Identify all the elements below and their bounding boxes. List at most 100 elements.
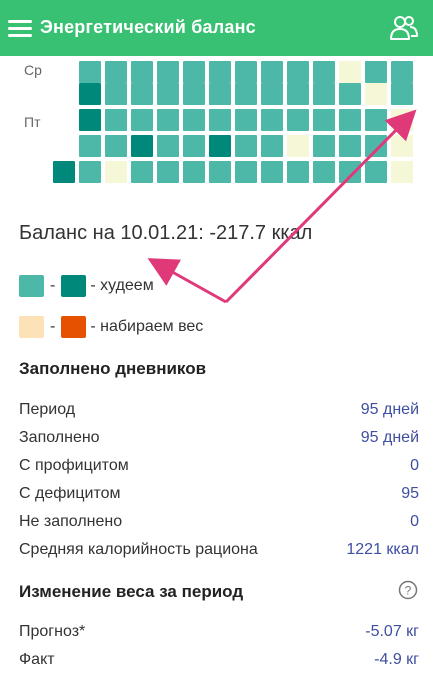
calendar-cell[interactable] [131,161,153,183]
calendar-cell[interactable] [235,83,257,105]
stat-value: 1221 ккал [346,541,419,558]
stat-label: Прогноз* [19,623,86,640]
calendar-cell[interactable] [105,83,127,105]
diaries-section-title: Заполнено дневников [19,359,207,378]
calendar-cell[interactable] [287,161,309,183]
calendar-cell[interactable] [339,83,361,105]
stat-label: Заполнено [19,429,100,446]
calendar-cell[interactable] [261,135,283,157]
calendar-cell[interactable] [183,109,205,131]
calendar-cell[interactable] [235,135,257,157]
stat-label: Не заполнено [19,513,123,530]
stat-value: 0 [410,513,419,530]
calendar-cell[interactable] [313,161,335,183]
calendar-cell[interactable] [391,135,413,157]
calendar-cell[interactable] [339,109,361,131]
calendar-cell[interactable] [209,135,231,157]
calendar-cell[interactable] [209,83,231,105]
calendar-cell[interactable] [287,135,309,157]
stat-value: -4.9 кг [374,651,419,668]
calendar-cell[interactable] [287,83,309,105]
help-icon[interactable]: ? [398,580,418,600]
calendar-cell[interactable] [235,161,257,183]
stat-label: Факт [19,651,55,668]
stat-row: Факт -4.9 кг [19,651,419,673]
stat-label: Средняя калорийность рациона [19,541,258,558]
stat-label: С профицитом [19,457,129,474]
calendar-cell[interactable] [261,109,283,131]
calendar-cell[interactable] [365,135,387,157]
calendar-cell[interactable] [365,109,387,131]
stat-row: Не заполнено 0 [19,513,419,535]
calendar-cell[interactable] [391,83,413,105]
calendar-cell[interactable] [235,109,257,131]
weight-section-title: Изменение веса за период [19,582,244,601]
calendar-cell[interactable] [183,135,205,157]
calendar-cell[interactable] [183,83,205,105]
calendar-cell[interactable] [313,83,335,105]
calendar-cell[interactable] [313,109,335,131]
calendar-cell[interactable] [157,135,179,157]
legend-swatch-gaining-light [19,316,44,338]
legend-swatch-losing-dark [61,275,87,297]
calendar-cell[interactable] [131,135,153,157]
calendar-cell[interactable] [183,61,205,83]
calendar-cell[interactable] [53,161,75,183]
calendar-cell[interactable] [391,109,413,131]
calendar-cell[interactable] [209,109,231,131]
calendar-cell[interactable] [105,135,127,157]
calendar-cell[interactable] [313,61,335,83]
menu-icon[interactable] [8,16,32,40]
calendar-cell[interactable] [261,83,283,105]
calendar-cell[interactable] [365,161,387,183]
people-icon[interactable] [389,14,419,42]
calendar-cell[interactable] [339,161,361,183]
calendar-cell[interactable] [287,109,309,131]
calendar-cell[interactable] [79,83,101,105]
stat-label: С дефицитом [19,485,121,502]
calendar-cell[interactable] [131,61,153,83]
calendar-cell[interactable] [235,61,257,83]
calendar-cell[interactable] [365,83,387,105]
stat-value: 95 дней [360,401,419,418]
day-label-wed: Ср [24,62,42,78]
calendar-cell[interactable] [313,135,335,157]
stat-value: 95 дней [360,429,419,446]
calendar-heatmap: Ср Пт [0,56,433,190]
calendar-cell[interactable] [391,161,413,183]
calendar-cell[interactable] [79,61,101,83]
legend-swatch-losing-light [19,275,44,297]
stat-label: Период [19,401,76,418]
calendar-cell[interactable] [105,161,127,183]
calendar-cell[interactable] [261,61,283,83]
calendar-cell[interactable] [157,109,179,131]
calendar-cell[interactable] [157,61,179,83]
calendar-cell[interactable] [209,161,231,183]
calendar-cell[interactable] [287,61,309,83]
calendar-cell[interactable] [365,61,387,83]
calendar-cell[interactable] [391,61,413,83]
legend-dash: - [50,318,56,335]
calendar-cell[interactable] [131,83,153,105]
calendar-cell[interactable] [157,83,179,105]
balance-text: Баланс на 10.01.21: -217.7 ккал [19,222,313,244]
calendar-cell[interactable] [183,161,205,183]
calendar-cell[interactable] [79,109,101,131]
calendar-cells [0,56,433,190]
calendar-cell[interactable] [261,161,283,183]
calendar-cell[interactable] [79,135,101,157]
calendar-cell[interactable] [339,61,361,83]
legend-gaining-label: - набираем вес [90,318,204,335]
calendar-cell[interactable] [105,109,127,131]
legend-gaining: - - набираем вес [19,316,203,338]
calendar-cell[interactable] [157,161,179,183]
calendar-cell[interactable] [131,109,153,131]
stat-row: Заполнено 95 дней [19,429,419,451]
svg-text:?: ? [405,584,412,598]
calendar-cell[interactable] [105,61,127,83]
calendar-cell[interactable] [339,135,361,157]
legend-losing: - - худеем [19,275,154,297]
calendar-cell[interactable] [209,61,231,83]
stat-value: 95 [401,485,419,502]
calendar-cell[interactable] [79,161,101,183]
